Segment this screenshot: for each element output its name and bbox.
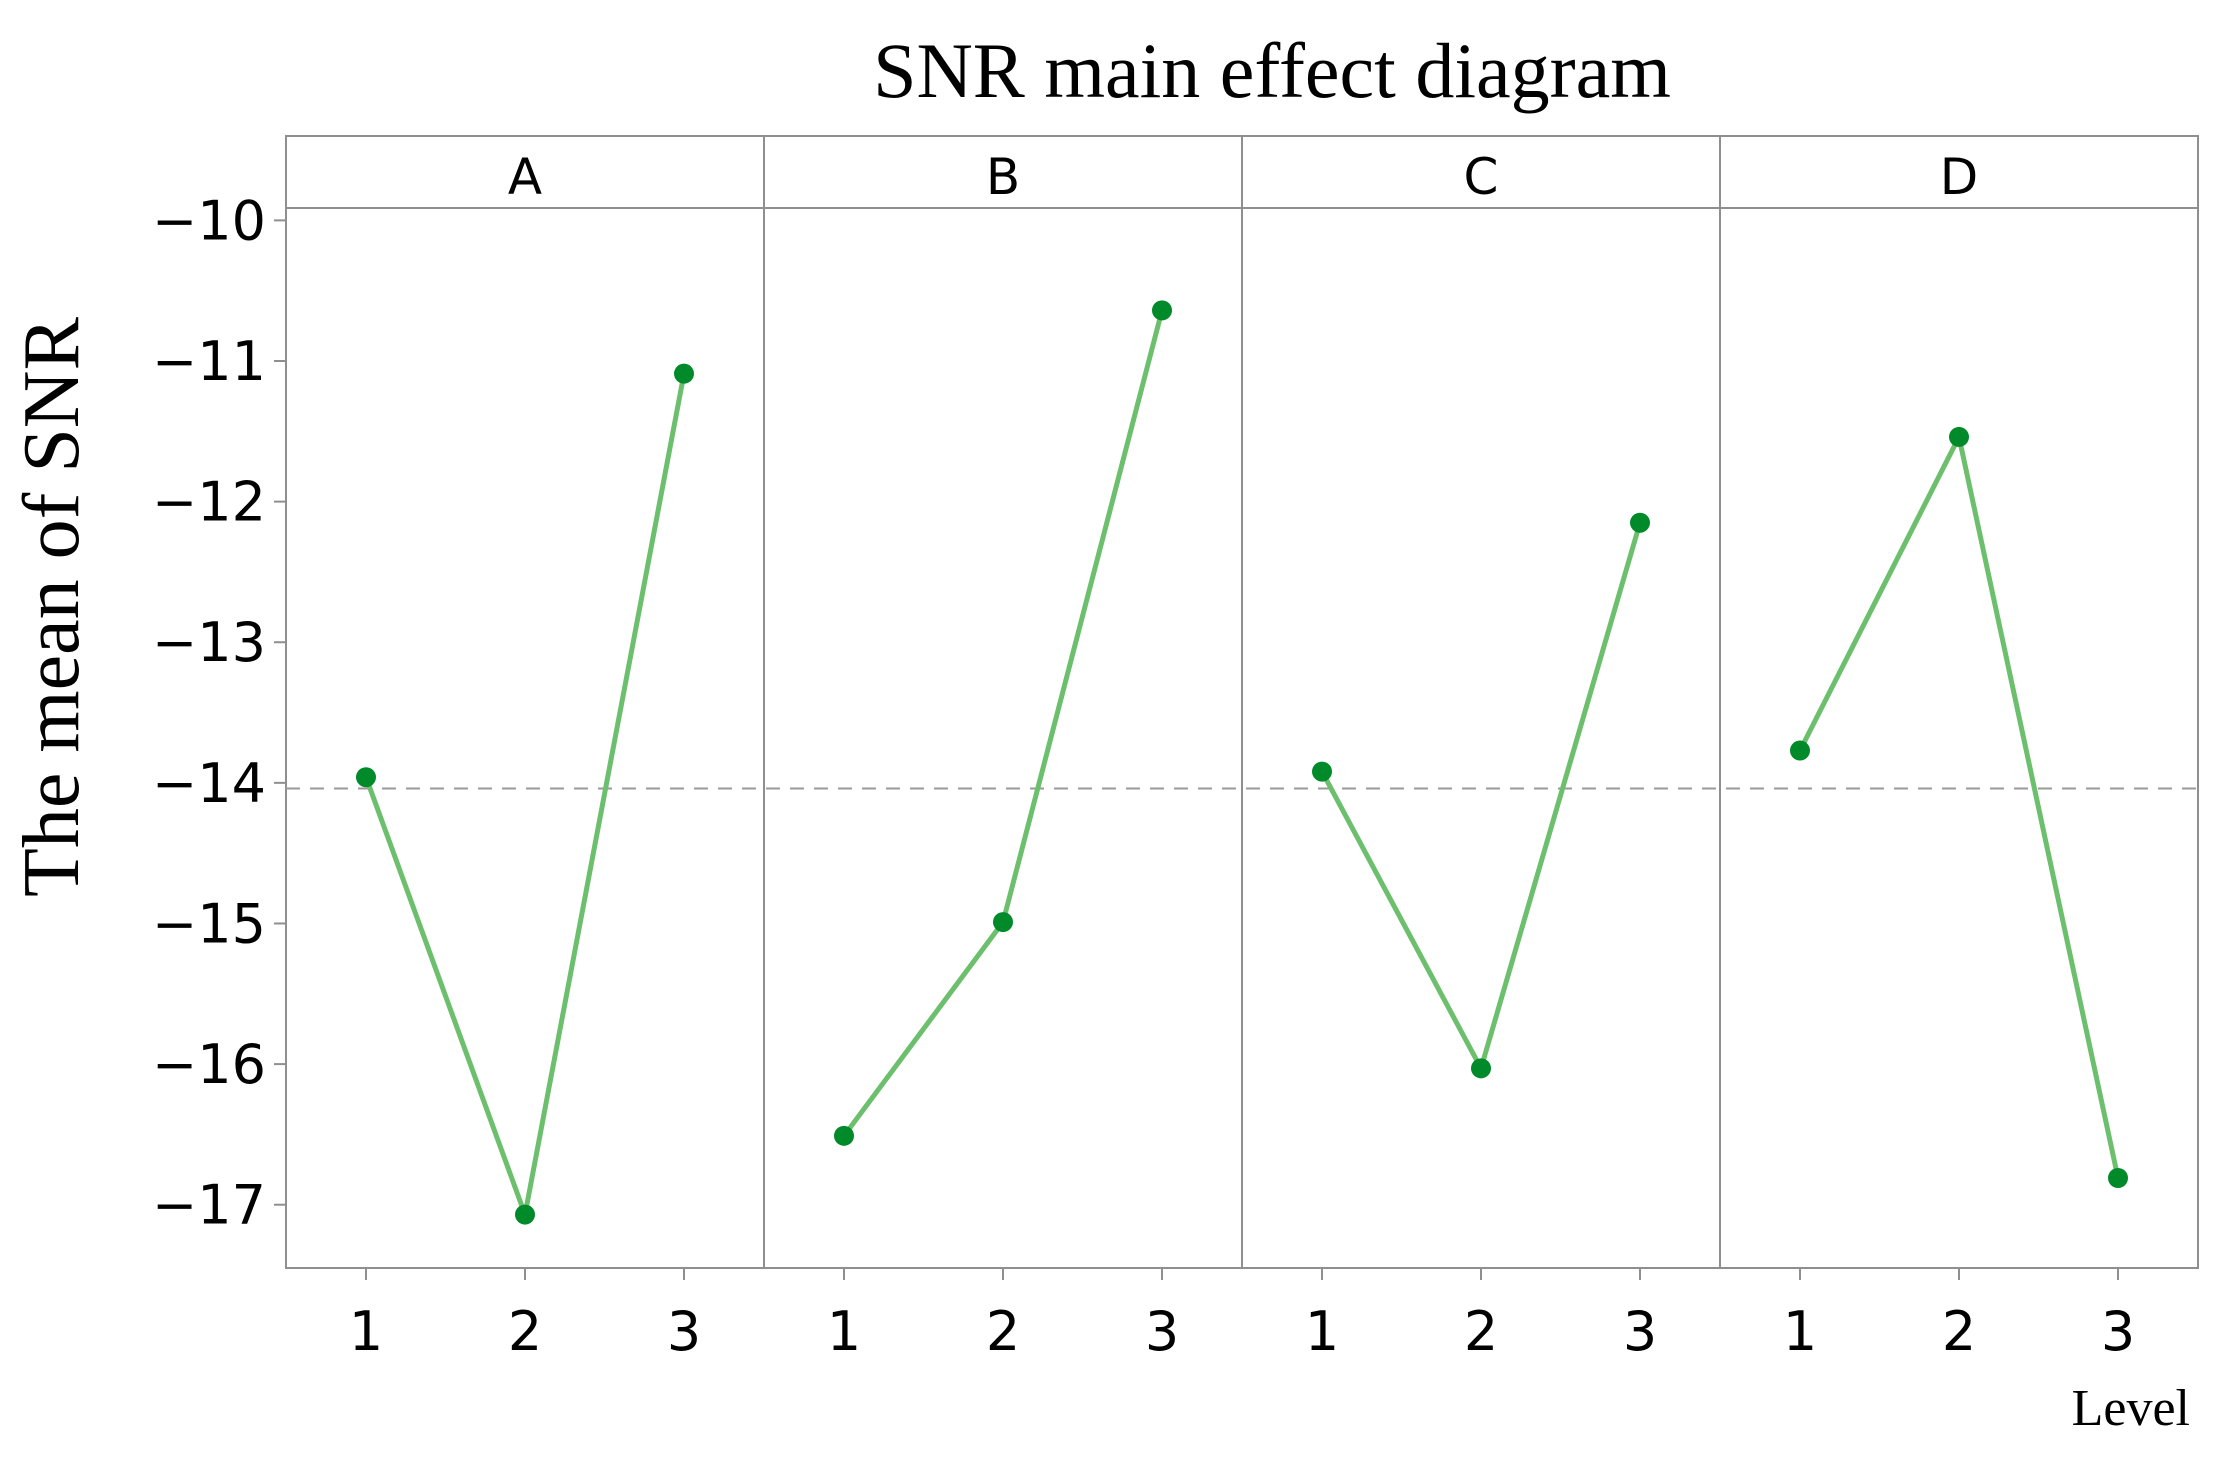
x-tick-label: 2 bbox=[1942, 1300, 1976, 1363]
x-tick-label: 2 bbox=[1464, 1300, 1498, 1363]
x-tick-label: 1 bbox=[1305, 1300, 1339, 1363]
x-tick-label: 1 bbox=[1783, 1300, 1817, 1363]
data-point-a-3 bbox=[674, 363, 694, 384]
series-line-b bbox=[841, 307, 1165, 1139]
data-point-b-3 bbox=[1152, 300, 1172, 321]
panel-d: D 1 2 3 bbox=[1783, 148, 2135, 1363]
panel-c: C 1 2 3 bbox=[1305, 148, 1657, 1363]
panel-a: A 1 2 3 bbox=[349, 148, 701, 1363]
panel-b: B 1 2 3 bbox=[827, 148, 1179, 1363]
data-point-d-2 bbox=[1949, 426, 1969, 447]
panel-label: C bbox=[1464, 148, 1499, 206]
y-tick-label: −11 bbox=[152, 330, 266, 393]
x-tick-label: 1 bbox=[349, 1300, 383, 1363]
y-tick-label: −10 bbox=[152, 189, 266, 252]
panel-label: A bbox=[508, 148, 542, 206]
y-tick-label: −12 bbox=[152, 471, 266, 534]
panel-label: D bbox=[1940, 148, 1979, 206]
data-point-a-1 bbox=[356, 767, 376, 788]
data-point-d-3 bbox=[2108, 1168, 2128, 1189]
x-tick-label: 3 bbox=[667, 1300, 701, 1363]
data-point-c-1 bbox=[1312, 761, 1332, 782]
chart-title: SNR main effect diagram bbox=[873, 27, 1671, 114]
x-tick-label: 2 bbox=[508, 1300, 542, 1363]
series-line-c bbox=[1319, 520, 1643, 1071]
series-line-d bbox=[1797, 434, 2121, 1181]
x-tick-label: 3 bbox=[2101, 1300, 2135, 1363]
y-axis-label: The mean of SNR bbox=[8, 316, 96, 897]
data-point-c-2 bbox=[1471, 1058, 1491, 1079]
y-tick-label: −15 bbox=[152, 892, 266, 955]
data-point-b-2 bbox=[993, 912, 1013, 933]
y-tick-label: −14 bbox=[152, 752, 266, 815]
plot-area: −10 −11 −12 −13 −14 −15 −16 −17 A 1 2 3 B 1 2 3 C 1 2 3 D 1 2 3 bbox=[152, 135, 2199, 1363]
y-tick-label: −17 bbox=[152, 1174, 266, 1237]
x-axis-label: Level bbox=[2072, 1380, 2190, 1437]
y-tick-label: −16 bbox=[152, 1033, 266, 1096]
y-tick-label: −13 bbox=[152, 611, 266, 674]
data-point-c-3 bbox=[1630, 512, 1650, 533]
panel-label: B bbox=[986, 148, 1020, 206]
series-line-a bbox=[363, 371, 687, 1218]
x-tick-label: 2 bbox=[986, 1300, 1020, 1363]
x-tick-label: 3 bbox=[1145, 1300, 1179, 1363]
data-point-d-1 bbox=[1790, 740, 1810, 761]
x-tick-label: 1 bbox=[827, 1300, 861, 1363]
data-point-b-1 bbox=[834, 1125, 854, 1146]
x-tick-label: 3 bbox=[1623, 1300, 1657, 1363]
data-point-a-2 bbox=[515, 1204, 535, 1225]
